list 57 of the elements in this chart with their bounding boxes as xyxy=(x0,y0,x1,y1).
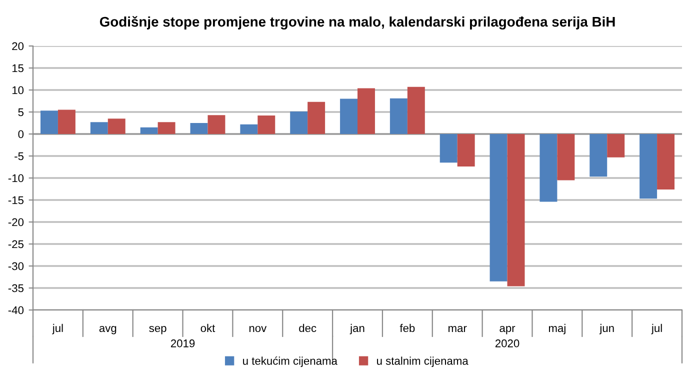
bar xyxy=(390,98,408,134)
bar xyxy=(607,134,625,158)
y-tick-label: 15 xyxy=(12,64,24,72)
x-tick-label: avg xyxy=(99,326,116,334)
x-tick-label: mar xyxy=(448,326,467,332)
bar xyxy=(308,102,326,134)
bar xyxy=(240,124,258,134)
bar xyxy=(507,134,525,286)
y-tick-label: -20 xyxy=(8,218,24,226)
x-tick-label: jan xyxy=(350,324,364,334)
y-tick-label: -10 xyxy=(8,174,24,182)
x-tick-label: dec xyxy=(299,324,316,332)
x-tick-label: maj xyxy=(548,324,566,334)
bar xyxy=(58,110,76,134)
y-tick-label: 0 xyxy=(18,130,24,138)
x-tick-label: feb xyxy=(400,324,415,332)
y-tick-label: -30 xyxy=(8,262,24,270)
legend-label: u tekućim cijenama xyxy=(243,356,338,367)
bar xyxy=(190,123,208,134)
bar xyxy=(457,134,475,167)
x-tick-label: sep xyxy=(149,326,166,334)
bar xyxy=(290,112,308,134)
y-tick-label: -40 xyxy=(8,306,24,314)
bar xyxy=(557,134,575,180)
y-tick-label: 5 xyxy=(18,108,24,116)
bar xyxy=(158,122,176,134)
x-tick-label: apr xyxy=(500,326,516,334)
chart-title: Godišnje stope promjene trgovine na malo, kalendarski prilagođena serija BiH xyxy=(100,16,615,30)
bar xyxy=(640,134,658,199)
bar xyxy=(140,127,158,134)
bar xyxy=(358,88,375,134)
bar xyxy=(590,134,608,177)
bar xyxy=(40,110,58,134)
text: 2019 xyxy=(170,339,195,348)
x-tick-label: jun xyxy=(599,324,614,334)
bar xyxy=(540,134,558,202)
text: 2020 xyxy=(495,339,520,348)
bar xyxy=(490,134,508,282)
bar xyxy=(258,116,276,134)
y-tick-label: 20 xyxy=(12,42,24,50)
y-tick-label: -35 xyxy=(8,284,24,292)
x-tick-label: jul xyxy=(52,324,63,334)
bar xyxy=(108,118,126,134)
bar xyxy=(340,98,358,134)
y-tick-label: 10 xyxy=(12,86,24,94)
x-tick-label: nov xyxy=(249,326,267,332)
bar xyxy=(657,134,675,190)
bar xyxy=(208,115,226,134)
bar xyxy=(407,86,425,134)
x-tick-label: jul xyxy=(651,324,662,334)
bar xyxy=(90,122,108,134)
y-tick-label: -25 xyxy=(8,240,24,248)
y-tick-label: -5 xyxy=(14,152,24,160)
x-tick-label: okt xyxy=(200,324,216,332)
y-tick-label: -15 xyxy=(8,196,24,204)
legend-label: u stalnim cijenama xyxy=(377,356,468,367)
bar xyxy=(440,134,458,163)
